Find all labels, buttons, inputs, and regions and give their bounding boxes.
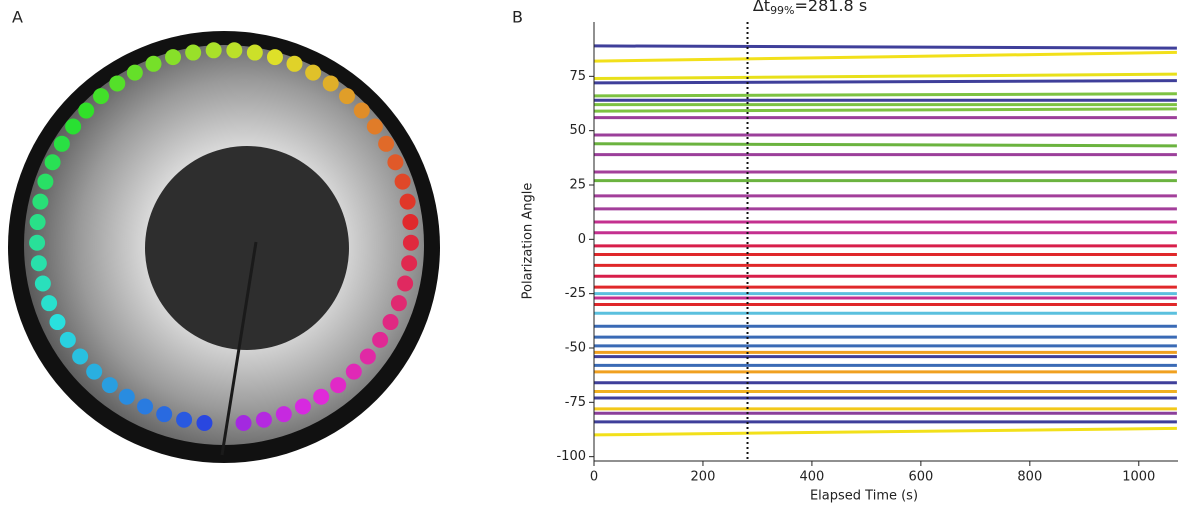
x-tick-label: 0 <box>590 470 598 485</box>
y-tick-label: -75 <box>565 395 586 410</box>
led-dot <box>165 49 182 66</box>
y-tick-label: -25 <box>565 286 586 301</box>
led-dot <box>86 363 103 380</box>
x-tick-label: 1000 <box>1122 470 1155 485</box>
led-dot <box>109 75 126 92</box>
led-dot <box>30 255 47 272</box>
plot-area <box>594 22 1177 461</box>
led-dot <box>286 55 303 72</box>
led-dot <box>205 42 222 59</box>
chart-title: Δt99%=281.8 s <box>753 0 867 17</box>
x-tick-label: 200 <box>691 470 716 485</box>
title-rest: =281.8 s <box>795 0 868 15</box>
led-dot <box>101 377 118 394</box>
x-axis-label: Elapsed Time (s) <box>810 489 918 504</box>
title-sub: 99% <box>770 4 794 17</box>
panel-label: B <box>512 8 523 27</box>
trace <box>594 50 1177 63</box>
panel-label: A <box>12 8 23 27</box>
trace <box>594 107 1177 113</box>
led-dot <box>345 363 362 380</box>
led-dot <box>93 88 110 105</box>
y-axis-label: Polarization Angle <box>521 183 536 300</box>
led-dot <box>29 234 46 251</box>
led-dot <box>330 377 347 394</box>
led-dot <box>378 135 395 152</box>
led-dot <box>176 411 193 428</box>
led-dot <box>294 398 311 415</box>
led-dot <box>44 154 61 171</box>
led-dot <box>41 295 58 312</box>
led-dot <box>255 411 272 428</box>
led-dot <box>137 398 154 415</box>
trace <box>594 79 1177 85</box>
y-tick-label: -50 <box>565 340 586 355</box>
arena-center <box>145 146 349 350</box>
led-dot <box>322 75 339 92</box>
led-ring <box>29 42 419 431</box>
led-dot <box>390 295 407 312</box>
led-dot <box>397 275 414 292</box>
led-dot <box>145 55 162 72</box>
led-dot <box>372 331 389 348</box>
led-dot <box>78 102 95 119</box>
y-tick-label: 50 <box>569 123 586 138</box>
led-dot <box>353 102 370 119</box>
led-dot <box>185 44 202 61</box>
led-dot <box>266 49 283 66</box>
led-dot <box>402 214 419 231</box>
led-dot <box>156 406 173 423</box>
led-dot <box>53 135 70 152</box>
led-dot <box>126 64 143 81</box>
led-dot <box>399 193 416 210</box>
led-dot <box>59 331 76 348</box>
x-tick-label: 800 <box>1017 470 1042 485</box>
y-tick-label: 0 <box>578 232 586 247</box>
y-tick-label: 25 <box>569 177 586 192</box>
led-dot <box>387 154 404 171</box>
trace <box>594 142 1177 148</box>
led-dot <box>382 314 399 331</box>
led-dot <box>37 173 54 190</box>
led-dot <box>366 118 383 135</box>
rod <box>220 241 258 456</box>
led-dot <box>246 44 263 61</box>
led-dot <box>402 234 419 251</box>
axes: -100 -75 -50 -25 0 25 50 75 0 200 400 600 800 1000 <box>556 22 1178 485</box>
led-dot <box>226 42 243 59</box>
led-dot <box>338 88 355 105</box>
trace <box>594 92 1177 98</box>
x-tick-label: 400 <box>799 470 824 485</box>
x-tick-label: 600 <box>908 470 933 485</box>
led-dot <box>235 414 252 431</box>
arena-image <box>8 31 440 463</box>
led-dot <box>65 118 82 135</box>
led-dot <box>313 388 330 405</box>
led-dot <box>72 348 89 365</box>
led-dot <box>394 173 411 190</box>
led-dot <box>401 255 418 272</box>
led-dot <box>196 414 213 431</box>
led-dot <box>359 348 376 365</box>
trace <box>594 72 1177 81</box>
led-dot <box>275 406 292 423</box>
led-dot <box>34 275 51 292</box>
trace <box>594 426 1177 437</box>
led-dot <box>118 388 135 405</box>
trace <box>594 44 1177 50</box>
led-dot <box>32 193 49 210</box>
led-dot <box>305 64 322 81</box>
title-main: Δt <box>753 0 770 15</box>
led-dot <box>49 314 66 331</box>
led-dot <box>29 214 46 231</box>
y-tick-label: -100 <box>556 449 586 464</box>
y-tick-label: 75 <box>569 69 586 84</box>
